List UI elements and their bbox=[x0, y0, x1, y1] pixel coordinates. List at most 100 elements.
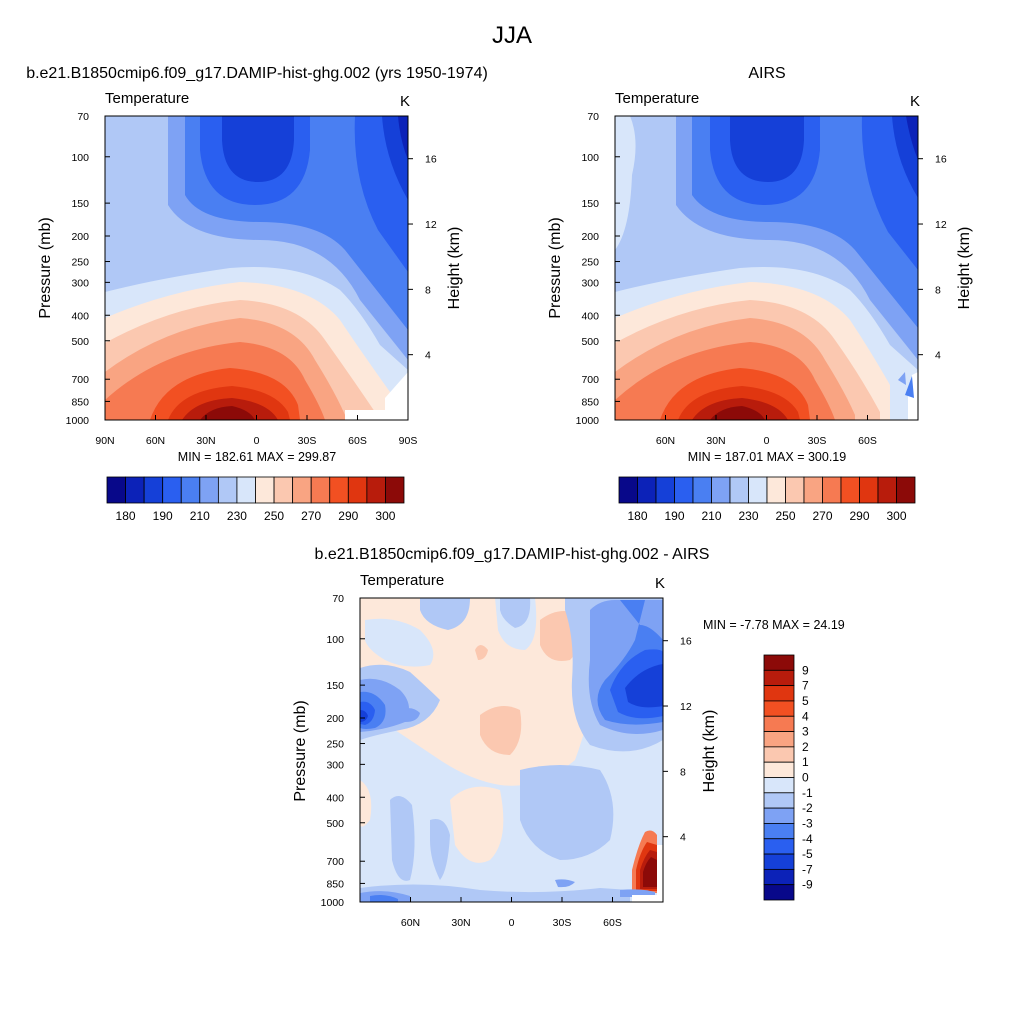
colorbar-swatch bbox=[692, 476, 712, 504]
colorbar-label: 7 bbox=[802, 679, 809, 693]
colorbar-label: 190 bbox=[664, 509, 684, 523]
y-tick-label: 500 bbox=[326, 818, 344, 830]
contour-fill bbox=[906, 116, 918, 160]
y-tick-label: 300 bbox=[326, 759, 344, 771]
y2-tick-label: 16 bbox=[680, 636, 692, 648]
y2-tick-label: 8 bbox=[680, 766, 686, 778]
contour-fill bbox=[643, 857, 657, 887]
panel-obs-units-label: K bbox=[910, 93, 920, 110]
colorbar-swatch bbox=[763, 761, 795, 778]
y-tick-label: 70 bbox=[77, 111, 89, 123]
x-tick-label: 60S bbox=[858, 435, 877, 447]
colorbar-label: 270 bbox=[812, 509, 832, 523]
y-tick-label: 850 bbox=[326, 878, 344, 890]
contour-fill bbox=[520, 765, 614, 860]
y-tick-label: 850 bbox=[71, 396, 89, 408]
colorbar-label: 1 bbox=[802, 755, 809, 769]
y-tick-label: 200 bbox=[581, 231, 599, 243]
colorbar-label: 2 bbox=[802, 740, 809, 754]
colorbar-swatch bbox=[748, 476, 768, 504]
colorbar-swatch bbox=[859, 476, 879, 504]
colorbar-label: -2 bbox=[802, 801, 813, 815]
contour-fill bbox=[390, 796, 415, 881]
y2-tick-label: 16 bbox=[935, 154, 947, 166]
x-tick-label: 30N bbox=[196, 435, 215, 447]
contour-fill bbox=[710, 406, 765, 420]
figure-title: JJA bbox=[492, 22, 532, 49]
colorbar-swatch bbox=[143, 476, 164, 504]
colorbar-swatch bbox=[763, 669, 795, 687]
colorbar-swatch bbox=[763, 868, 795, 886]
y-tick-label: 1000 bbox=[66, 415, 90, 427]
y-tick-label: 850 bbox=[581, 396, 599, 408]
y2-tick-label: 16 bbox=[425, 154, 437, 166]
y-tick-label: 200 bbox=[326, 713, 344, 725]
colorbar-label: 300 bbox=[886, 509, 906, 523]
colorbar-label: 270 bbox=[301, 509, 321, 523]
x-tick-label: 60S bbox=[348, 435, 367, 447]
panel-model-ylabel: Pressure (mb) bbox=[37, 217, 54, 318]
colorbar-swatch bbox=[347, 476, 368, 504]
colorbar-swatch bbox=[273, 476, 294, 504]
colorbar-swatch bbox=[236, 476, 256, 504]
panel-diff-colorbar: 9 754 321 0-1-2-3 -4-5-7 -9 bbox=[763, 654, 813, 901]
panel-model-minmax: MIN = 182.61 MAX = 299.87 bbox=[178, 450, 336, 464]
x-tick-label: 0 bbox=[254, 435, 260, 447]
y2-tick-label: 12 bbox=[425, 219, 437, 231]
contour-fill bbox=[555, 879, 575, 888]
panel-obs-axes: 60N 30N 0 30S 60S 70 100 150 200 250 300 400 500 700 8… bbox=[576, 111, 947, 447]
y2-tick-label: 8 bbox=[425, 284, 431, 296]
colorbar-swatch bbox=[763, 731, 795, 748]
y2-tick-label: 12 bbox=[935, 219, 947, 231]
panel-model-contours bbox=[105, 116, 408, 420]
panel-obs: AIRS Temperature K 60N 30N 0 bbox=[547, 65, 973, 523]
colorbar-label: 0 bbox=[802, 771, 809, 785]
colorbar-label: -1 bbox=[802, 786, 813, 800]
colorbar-swatch bbox=[763, 746, 795, 763]
colorbar-label: 230 bbox=[738, 509, 758, 523]
panel-diff-variable-label: Temperature bbox=[360, 572, 444, 589]
panel-model-units-label: K bbox=[400, 93, 410, 110]
colorbar-swatch bbox=[822, 476, 842, 504]
colorbar-label: 250 bbox=[264, 509, 284, 523]
colorbar-swatch bbox=[763, 715, 795, 732]
colorbar-swatch bbox=[840, 476, 860, 504]
x-tick-label: 60N bbox=[146, 435, 165, 447]
y-tick-label: 150 bbox=[71, 198, 89, 210]
colorbar-swatch bbox=[785, 476, 805, 504]
colorbar-label: 3 bbox=[802, 725, 809, 739]
x-tick-label: 90N bbox=[95, 435, 114, 447]
panel-obs-contours bbox=[615, 116, 918, 420]
colorbar-label: 180 bbox=[627, 509, 647, 523]
contour-fill bbox=[905, 376, 914, 398]
panel-model-title: b.e21.B1850cmip6.f09_g17.DAMIP-hist-ghg.… bbox=[26, 65, 488, 82]
colorbar-label: 190 bbox=[153, 509, 173, 523]
colorbar-label: 4 bbox=[802, 709, 809, 723]
missing-data-mask bbox=[632, 845, 663, 902]
colorbar-swatch bbox=[618, 476, 638, 504]
contour-fill bbox=[615, 116, 636, 250]
panel-diff-units-label: K bbox=[655, 575, 665, 592]
y-tick-label: 700 bbox=[581, 374, 599, 386]
y2-tick-label: 4 bbox=[935, 350, 941, 362]
y-tick-label: 1000 bbox=[576, 415, 600, 427]
panel-diff-ylabel: Pressure (mb) bbox=[292, 700, 309, 801]
panel-diff-title: b.e21.B1850cmip6.f09_g17.DAMIP-hist-ghg.… bbox=[315, 546, 710, 563]
colorbar-swatch bbox=[803, 476, 823, 504]
y-tick-label: 400 bbox=[326, 792, 344, 804]
panel-obs-title: AIRS bbox=[748, 65, 785, 82]
contour-fill bbox=[365, 618, 434, 667]
contour-fill bbox=[475, 645, 488, 660]
y-tick-label: 150 bbox=[581, 198, 599, 210]
colorbar-swatch bbox=[711, 476, 731, 504]
y-tick-label: 70 bbox=[332, 593, 344, 605]
x-tick-label: 30S bbox=[553, 917, 572, 929]
contour-fill bbox=[222, 116, 294, 182]
y-tick-label: 250 bbox=[581, 257, 599, 269]
panel-model-axes: 90N 60N 30N 0 30S 60S 90S 70 100 150 200 250 300 400 5… bbox=[66, 111, 437, 447]
colorbar-swatch bbox=[199, 476, 219, 504]
colorbar-swatch bbox=[125, 476, 145, 504]
panel-obs-colorbar: 180 190 210 230 250 270 290 300 bbox=[618, 476, 916, 523]
colorbar-swatch bbox=[763, 792, 795, 809]
x-tick-label: 0 bbox=[509, 917, 515, 929]
